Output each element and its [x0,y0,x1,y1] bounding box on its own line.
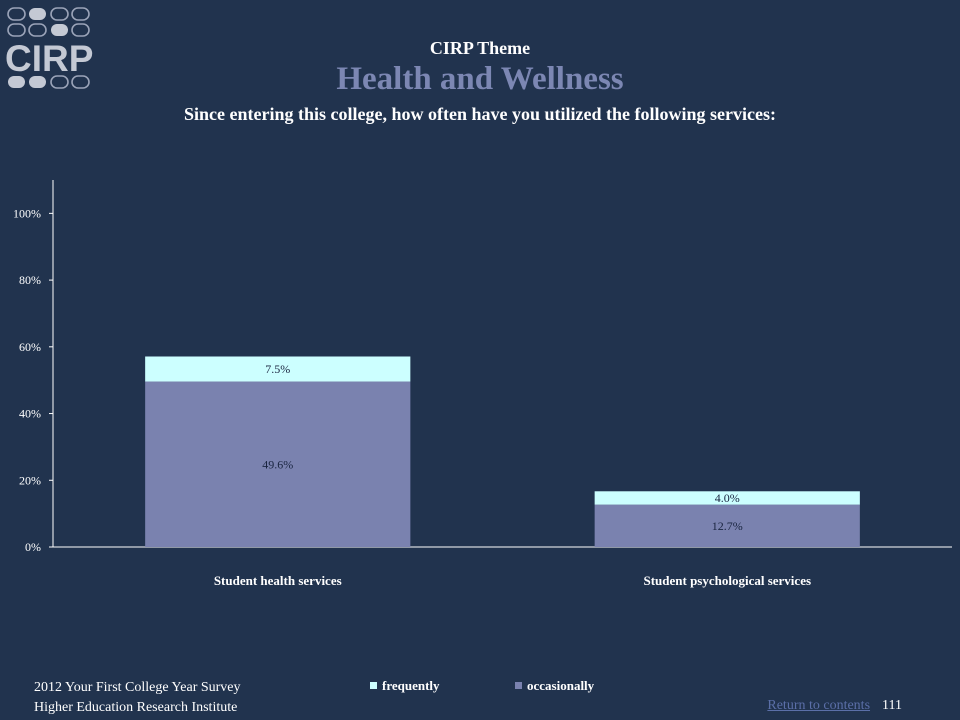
legend-item-frequently: frequently [370,678,440,694]
footer-credits: 2012 Your First College Year Survey High… [34,678,241,718]
return-to-contents-link[interactable]: Return to contents [767,698,871,713]
category-label: Student health services [214,573,342,588]
data-label-frequently: 7.5% [265,362,290,376]
y-tick-label: 60% [19,340,41,354]
bar-segment-frequently [594,491,860,505]
data-label-frequently: 4.0% [715,491,740,505]
category-label: Student psychological services [643,573,811,588]
y-tick-label: 40% [19,407,41,421]
header: CIRP Theme Health and Wellness Since ent… [0,38,960,125]
data-label-occasionally: 49.6% [262,457,293,471]
logo-text: CIRP [5,38,93,79]
survey-question: Since entering this college, how often h… [184,104,776,124]
page-title: Health and Wellness [336,61,624,97]
page-number: 111 [882,698,902,713]
legend-label-frequently: frequently [382,678,440,693]
theme-label: CIRP Theme [429,38,531,58]
stacked-bar-chart: 0% 20% 40% 60% 80% 100% 49.6% 7.5% Student healt… [13,180,952,588]
survey-name: 2012 Your First College Year Survey [34,680,241,695]
bar-segment-occasionally [145,381,411,547]
legend-swatch-occasionally [515,682,522,689]
data-label-occasionally: 12.7% [712,519,743,533]
institute-name: Higher Education Research Institute [34,700,238,715]
y-tick-label: 20% [19,473,41,487]
bar-segment-occasionally [594,504,860,547]
y-tick-label: 80% [19,273,41,287]
cirp-logo: CIRP [5,7,93,89]
legend-label-occasionally: occasionally [527,678,595,693]
footer-nav: Return to contents 111 [767,698,902,714]
legend-swatch-frequently [370,682,377,689]
y-tick-label: 100% [13,206,41,220]
bar-segment-frequently [145,356,411,382]
legend-item-occasionally: occasionally [515,678,594,694]
y-tick-label: 0% [25,540,41,554]
logo-pill-grid [7,7,90,89]
